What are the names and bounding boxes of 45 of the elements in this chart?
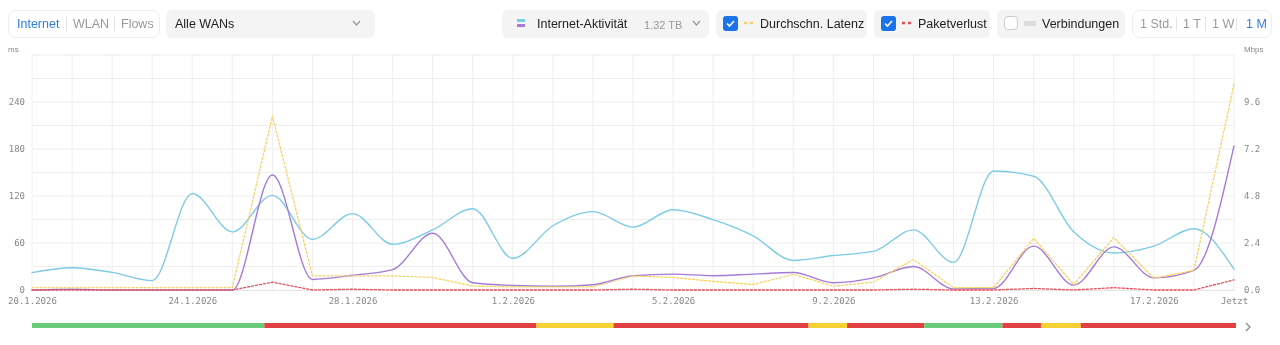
x-tick-label: 1.2.2026 xyxy=(491,296,535,307)
y-tick-label: 240 xyxy=(8,97,25,108)
bar xyxy=(32,323,265,328)
text: Internet xyxy=(17,16,60,32)
bar xyxy=(847,323,925,328)
y-axis-title: ms xyxy=(8,45,19,54)
y2-axis-title: Mbps xyxy=(1244,45,1264,54)
bar xyxy=(808,323,848,328)
x-tick-label: 28.1.2026 xyxy=(328,296,378,307)
x-tick-label: 5.2.2026 xyxy=(651,296,696,307)
y2-tick-label: 2.4 xyxy=(1244,238,1261,249)
text: 1 Std. xyxy=(1140,16,1173,32)
y2-tick-label: 4.8 xyxy=(1244,191,1261,202)
y2-tick-label: 9.6 xyxy=(1244,97,1261,108)
y-tick-label: 120 xyxy=(8,191,25,202)
text: Flows xyxy=(121,16,154,32)
text: 1 M xyxy=(1246,16,1267,32)
bar xyxy=(1002,323,1041,328)
text: 1 W xyxy=(1212,16,1235,32)
legend-label: Paketverlust xyxy=(918,16,987,32)
x-tick-label: 17.2.2026 xyxy=(1129,296,1179,307)
bar xyxy=(1080,323,1236,328)
y-tick-label: 180 xyxy=(8,144,25,155)
legend-label: Durchschn. Latenz xyxy=(760,16,865,32)
x-tick-label: 13.2.2026 xyxy=(969,296,1019,307)
text: 1.32 TB xyxy=(644,18,683,33)
bar xyxy=(264,323,537,328)
x-tick-label: Jetzt xyxy=(1220,296,1249,307)
text: Verbindungen xyxy=(1042,16,1120,32)
bar xyxy=(1040,323,1081,328)
y-tick-label: 0 xyxy=(19,285,25,296)
x-tick-label: 20.1.2026 xyxy=(8,296,57,307)
x-tick-label: 24.1.2026 xyxy=(168,296,218,307)
text: WLAN xyxy=(73,16,110,32)
bar xyxy=(924,323,1003,328)
line-series xyxy=(31,170,1235,282)
y2-tick-label: 7.2 xyxy=(1244,144,1261,155)
y2-tick-label: 0.0 xyxy=(1244,285,1261,296)
text: Internet-Aktivität xyxy=(537,16,628,32)
bar xyxy=(613,323,809,328)
y-tick-label: 60 xyxy=(14,238,25,249)
bar xyxy=(536,323,614,328)
text: 1 T xyxy=(1183,16,1201,32)
text: Alle WANs xyxy=(175,16,235,32)
x-tick-label: 9.2.2026 xyxy=(812,296,856,307)
